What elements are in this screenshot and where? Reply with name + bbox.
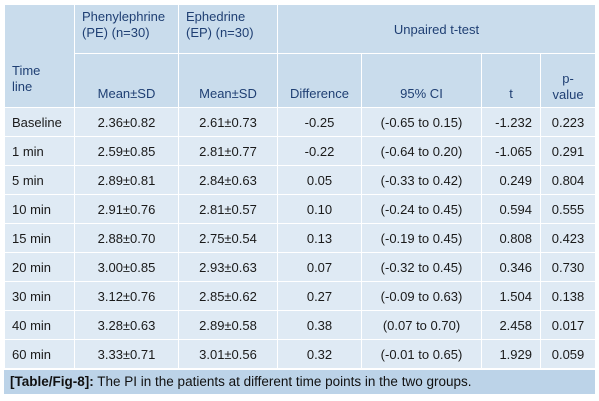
caption-text: The PI in the patients at different time… bbox=[97, 374, 472, 389]
table-header: Time line Phenylephrine (PE) (n=30) Ephe… bbox=[4, 4, 597, 108]
cell-ep-mean-sd: 2.85±0.62 bbox=[178, 281, 278, 311]
cell-pvalue: 0.138 bbox=[539, 281, 597, 311]
header-pe-line1: Phenylephrine bbox=[82, 9, 166, 24]
header-mean-sd-pe: Mean±SD bbox=[74, 53, 179, 108]
cell-time: 30 min bbox=[4, 281, 75, 311]
caption-label: [Table/Fig-8]: bbox=[10, 374, 94, 389]
header-pe-group: Phenylephrine (PE) (n=30) bbox=[74, 4, 179, 54]
header-t: t bbox=[481, 53, 541, 108]
cell-time: 5 min bbox=[4, 165, 75, 195]
cell-pe-mean-sd: 3.33±0.71 bbox=[74, 339, 179, 369]
cell-ep-mean-sd: 2.81±0.57 bbox=[178, 194, 278, 224]
header-ep-line2: (EP) (n=30) bbox=[186, 25, 254, 40]
header-mean-sd-ep: Mean±SD bbox=[178, 53, 278, 108]
table-row: 10 min 2.91±0.76 2.81±0.57 0.10 (-0.24 to 0.… bbox=[4, 194, 597, 224]
cell-pvalue: 0.423 bbox=[539, 223, 597, 253]
cell-ep-mean-sd: 2.93±0.63 bbox=[178, 252, 278, 282]
cell-difference: 0.10 bbox=[277, 194, 362, 224]
cell-time: 1 min bbox=[4, 136, 75, 166]
table-figure: Time line Phenylephrine (PE) (n=30) Ephe… bbox=[4, 4, 597, 397]
cell-difference: 0.07 bbox=[277, 252, 362, 282]
cell-t: 2.458 bbox=[481, 310, 541, 340]
cell-difference: -0.25 bbox=[277, 107, 362, 137]
table-row: Baseline 2.36±0.82 2.61±0.73 -0.25 (-0.65 to… bbox=[4, 107, 597, 137]
header-ep-line1: Ephedrine bbox=[186, 9, 246, 24]
cell-ci: (0.07 to 0.70) bbox=[361, 310, 482, 340]
cell-pe-mean-sd: 2.59±0.85 bbox=[74, 136, 179, 166]
header-timeline-line2: line bbox=[12, 79, 33, 94]
cell-pe-mean-sd: 3.28±0.63 bbox=[74, 310, 179, 340]
cell-ci: (-0.09 to 0.63) bbox=[361, 281, 482, 311]
cell-time: 60 min bbox=[4, 339, 75, 369]
cell-ci: (-0.65 to 0.15) bbox=[361, 107, 482, 137]
header-pvalue: p- value bbox=[539, 53, 597, 108]
header-pe-line2: (PE) (n=30) bbox=[82, 25, 150, 40]
cell-pe-mean-sd: 2.88±0.70 bbox=[74, 223, 179, 253]
table-body: Baseline 2.36±0.82 2.61±0.73 -0.25 (-0.65 to… bbox=[4, 107, 597, 369]
cell-t: 0.249 bbox=[481, 165, 541, 195]
cell-ci: (-0.32 to 0.45) bbox=[361, 252, 482, 282]
cell-difference: 0.13 bbox=[277, 223, 362, 253]
header-pvalue-line1: p- bbox=[562, 71, 574, 86]
cell-pvalue: 0.555 bbox=[539, 194, 597, 224]
cell-difference: 0.27 bbox=[277, 281, 362, 311]
cell-pe-mean-sd: 2.91±0.76 bbox=[74, 194, 179, 224]
cell-ep-mean-sd: 2.75±0.54 bbox=[178, 223, 278, 253]
header-ttest: Unpaired t-test bbox=[276, 4, 597, 54]
cell-time: 10 min bbox=[4, 194, 75, 224]
cell-pe-mean-sd: 3.00±0.85 bbox=[74, 252, 179, 282]
cell-time: 15 min bbox=[4, 223, 75, 253]
header-ci: 95% CI bbox=[361, 53, 482, 108]
cell-t: 0.808 bbox=[481, 223, 541, 253]
cell-ep-mean-sd: 3.01±0.56 bbox=[178, 339, 278, 369]
table-row: 15 min 2.88±0.70 2.75±0.54 0.13 (-0.19 to 0.… bbox=[4, 223, 597, 253]
cell-difference: 0.32 bbox=[277, 339, 362, 369]
cell-time: Baseline bbox=[4, 107, 75, 137]
cell-time: 40 min bbox=[4, 310, 75, 340]
cell-ci: (-0.01 to 0.65) bbox=[361, 339, 482, 369]
header-timeline-line1: Time bbox=[12, 63, 41, 78]
table-row: 30 min 3.12±0.76 2.85±0.62 0.27 (-0.09 to 0.… bbox=[4, 281, 597, 311]
cell-difference: 0.38 bbox=[277, 310, 362, 340]
cell-ep-mean-sd: 2.84±0.63 bbox=[178, 165, 278, 195]
cell-difference: 0.05 bbox=[277, 165, 362, 195]
cell-t: 1.929 bbox=[481, 339, 541, 369]
cell-ep-mean-sd: 2.61±0.73 bbox=[178, 107, 278, 137]
cell-ep-mean-sd: 2.81±0.77 bbox=[178, 136, 278, 166]
header-difference: Difference bbox=[277, 53, 362, 108]
table-row: 20 min 3.00±0.85 2.93±0.63 0.07 (-0.32 to 0.… bbox=[4, 252, 597, 282]
cell-t: -1.232 bbox=[481, 107, 541, 137]
cell-pvalue: 0.291 bbox=[539, 136, 597, 166]
header-timeline: Time line bbox=[4, 4, 75, 108]
cell-ci: (-0.24 to 0.45) bbox=[361, 194, 482, 224]
cell-t: 0.594 bbox=[481, 194, 541, 224]
table-row: 40 min 3.28±0.63 2.89±0.58 0.38 (0.07 to 0.7… bbox=[4, 310, 597, 340]
table-row: 5 min 2.89±0.81 2.84±0.63 0.05 (-0.33 to 0.4… bbox=[4, 165, 597, 195]
cell-time: 20 min bbox=[4, 252, 75, 282]
cell-pe-mean-sd: 3.12±0.76 bbox=[74, 281, 179, 311]
cell-pvalue: 0.223 bbox=[539, 107, 597, 137]
table-row: 60 min 3.33±0.71 3.01±0.56 0.32 (-0.01 to 0.… bbox=[4, 339, 597, 369]
cell-ci: (-0.19 to 0.45) bbox=[361, 223, 482, 253]
cell-t: 0.346 bbox=[481, 252, 541, 282]
cell-ep-mean-sd: 2.89±0.58 bbox=[178, 310, 278, 340]
cell-difference: -0.22 bbox=[277, 136, 362, 166]
cell-pvalue: 0.804 bbox=[539, 165, 597, 195]
cell-pvalue: 0.017 bbox=[539, 310, 597, 340]
cell-pvalue: 0.730 bbox=[539, 252, 597, 282]
cell-t: -1.065 bbox=[481, 136, 541, 166]
cell-ci: (-0.33 to 0.42) bbox=[361, 165, 482, 195]
table-row: 1 min 2.59±0.85 2.81±0.77 -0.22 (-0.64 to 0.… bbox=[4, 136, 597, 166]
cell-pvalue: 0.059 bbox=[539, 339, 597, 369]
cell-t: 1.504 bbox=[481, 281, 541, 311]
cell-pe-mean-sd: 2.36±0.82 bbox=[74, 107, 179, 137]
header-ep-group: Ephedrine (EP) (n=30) bbox=[178, 4, 278, 54]
results-table: Time line Phenylephrine (PE) (n=30) Ephe… bbox=[4, 4, 597, 369]
header-pvalue-line2: value bbox=[552, 87, 584, 102]
table-caption: [Table/Fig-8]: The PI in the patients at… bbox=[4, 369, 595, 394]
cell-pe-mean-sd: 2.89±0.81 bbox=[74, 165, 179, 195]
cell-ci: (-0.64 to 0.20) bbox=[361, 136, 482, 166]
